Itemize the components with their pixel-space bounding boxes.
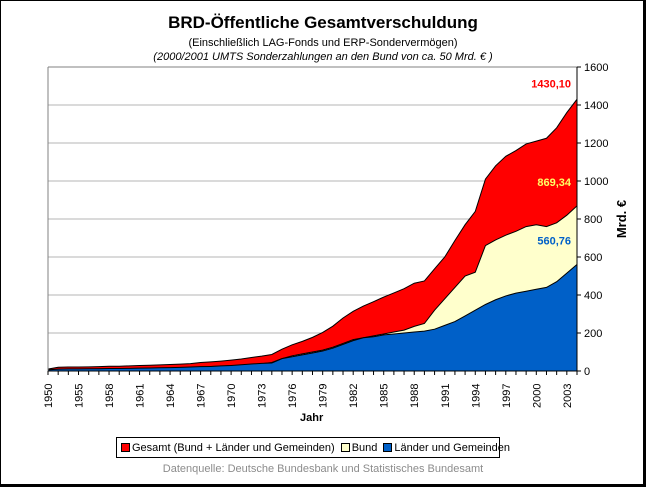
y-axis-label: Mrd. € — [614, 200, 629, 238]
end-label-series-1: 1430,10 — [531, 78, 571, 90]
y-tick-label: 1000 — [584, 176, 608, 188]
x-tick-label: 1950 — [43, 384, 55, 408]
chart-title: BRD-Öffentliche Gesamtverschuldung — [168, 13, 478, 32]
x-tick-label: 1997 — [501, 384, 513, 408]
x-tick-label: 1970 — [226, 384, 238, 408]
legend: Gesamt (Bund + Länder und Gemeinden) Bun… — [116, 437, 510, 458]
y-tick-label: 600 — [584, 252, 602, 264]
frame-shadow-right — [643, 0, 646, 487]
chart-subtitle: (Einschließlich LAG-Fonds und ERP-Sonder… — [188, 37, 458, 49]
y-tick-label: 400 — [584, 290, 602, 302]
x-tick-label: 1961 — [135, 384, 147, 408]
legend-swatch-bund — [340, 443, 350, 452]
x-tick-label: 1982 — [348, 384, 360, 408]
y-tick-label: 200 — [584, 328, 602, 340]
series-areas — [47, 97, 578, 372]
y-tick-label: 1600 — [584, 62, 608, 74]
legend-item-bund: Bund — [340, 441, 378, 454]
x-tick-label: 1991 — [440, 384, 452, 408]
legend-label-gesamt: Gesamt (Bund + Länder und Gemeinden) — [132, 441, 335, 454]
x-tick-label: 1976 — [287, 384, 299, 408]
x-tick-label: 1979 — [318, 384, 330, 408]
y-axis-ticks: 0 200 400 600 800 1000 1200 1400 1600 — [577, 62, 608, 378]
legend-label-laender: Länder und Gemeinden — [394, 441, 511, 454]
area-series-3 — [47, 263, 578, 372]
legend-item-gesamt: Gesamt (Bund + Länder und Gemeinden) — [121, 442, 335, 454]
y-tick-label: 800 — [584, 214, 602, 226]
x-tick-label: 1994 — [470, 384, 482, 408]
x-tick-label: 1988 — [409, 384, 421, 408]
legend-swatch-gesamt — [121, 443, 130, 452]
x-tick-label: 2000 — [531, 384, 543, 408]
end-label-series-3: 560,76 — [537, 235, 571, 247]
y-tick-label: 1200 — [584, 138, 608, 150]
end-label-series-2: 869,34 — [537, 177, 572, 189]
x-tick-label: 1955 — [74, 384, 86, 408]
frame-shadow-bottom — [0, 484, 646, 487]
legend-item-laender: Länder und Gemeinden — [383, 442, 510, 454]
y-tick-label: 1400 — [584, 100, 608, 112]
chart-subtitle-note: (2000/2001 UMTS Sonderzahlungen an den B… — [153, 51, 493, 63]
data-source-note: Datenquelle: Deutsche Bundesbank und Sta… — [162, 463, 484, 475]
x-tick-label: 1958 — [104, 384, 116, 408]
y-tick-label: 0 — [584, 366, 590, 378]
x-axis-label: Jahr — [300, 412, 324, 424]
x-tick-label: 1964 — [165, 384, 177, 408]
x-tick-label: 1973 — [257, 384, 269, 408]
end-labels: 1430,10 869,34 560,76 — [531, 78, 572, 247]
legend-swatch-laender — [383, 443, 393, 452]
x-tick-label: 1967 — [196, 384, 208, 408]
x-tick-label: 1985 — [379, 384, 391, 408]
x-tick-label: 2003 — [562, 384, 574, 408]
legend-label-bund: Bund — [351, 441, 378, 454]
x-axis-ticks: 1950 1955 1958 1961 1964 1967 1970 1973 1976 1979… — [43, 371, 578, 408]
